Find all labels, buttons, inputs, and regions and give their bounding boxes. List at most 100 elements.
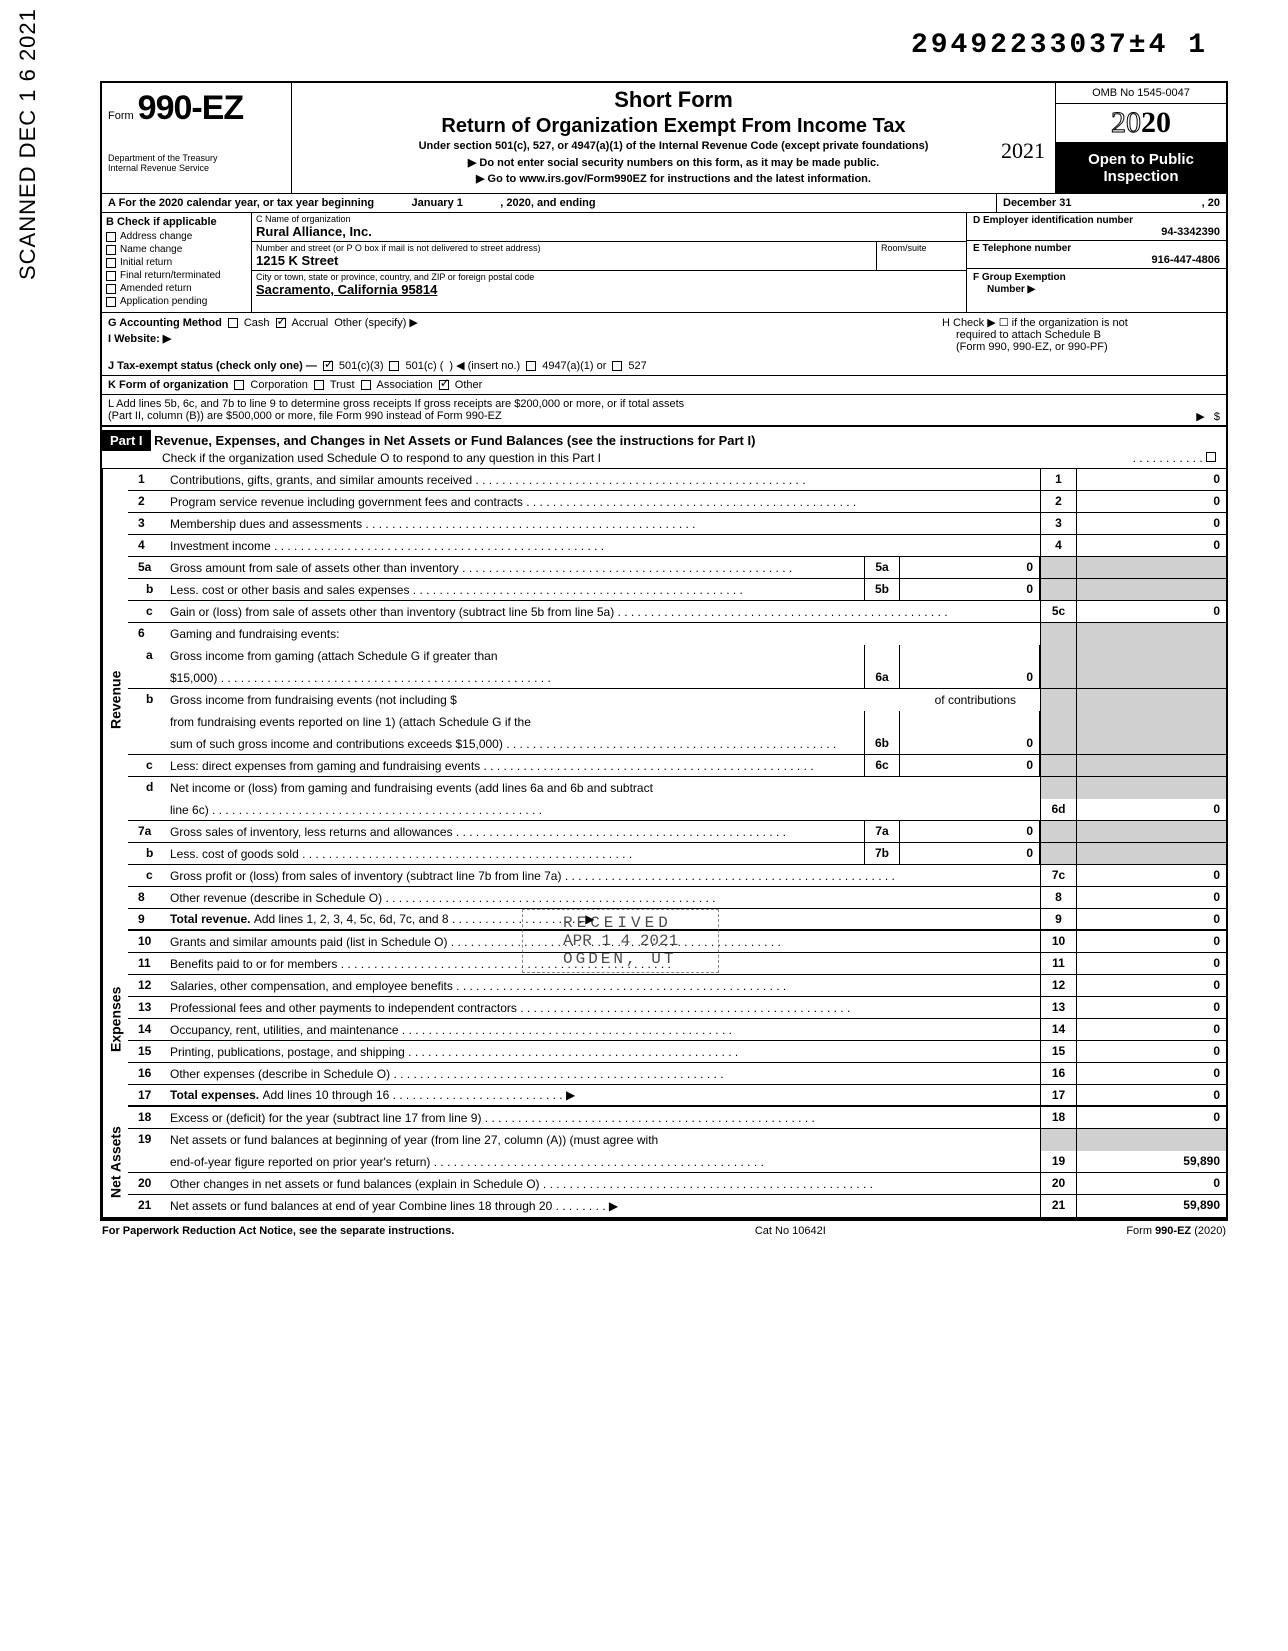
mn6b: [1040, 689, 1076, 711]
city-label: City or town, state or province, country…: [252, 271, 966, 282]
sn6a-s: [864, 645, 900, 667]
e-value: 916-447-4806: [973, 254, 1220, 266]
year-outline: 20: [1111, 106, 1141, 139]
form-header-mid: Short Form Return of Organization Exempt…: [292, 83, 1056, 193]
lbl-assoc: Association: [377, 379, 433, 391]
n4: 4: [128, 535, 166, 556]
mv6a2: [1076, 667, 1226, 688]
f-label2: Number ▶: [973, 284, 1035, 295]
sn6b: 6b: [864, 733, 900, 754]
d12: Salaries, other compensation, and employ…: [170, 979, 1036, 993]
chk-trust[interactable]: [314, 380, 324, 390]
mv8: 0: [1076, 887, 1226, 908]
mv7b: [1076, 843, 1226, 864]
mv5c: 0: [1076, 601, 1226, 622]
d15: Printing, publications, postage, and shi…: [170, 1045, 1036, 1059]
part1-subtitle: Check if the organization used Schedule …: [162, 451, 601, 465]
mv15: 0: [1076, 1041, 1226, 1062]
n5b: b: [128, 579, 166, 600]
mn3: 3: [1040, 513, 1076, 534]
lbl-corp: Corporation: [250, 379, 307, 391]
d11: Benefits paid to or for members: [170, 957, 1036, 971]
chk-initial[interactable]: [106, 258, 116, 268]
row-g: G Accounting Method Cash Accrual Other (…: [102, 313, 936, 356]
open-public-1: Open to Public: [1060, 151, 1222, 168]
mv11: 0: [1076, 953, 1226, 974]
mv4: 0: [1076, 535, 1226, 556]
mn16: 16: [1040, 1063, 1076, 1084]
mv2: 0: [1076, 491, 1226, 512]
under-section: Under section 501(c), 527, or 4947(a)(1)…: [300, 140, 1047, 152]
mv3: 0: [1076, 513, 1226, 534]
footer-right-year: (2020): [1191, 1225, 1226, 1237]
g-label: G Accounting Method: [108, 317, 222, 329]
d6b2: from fundraising events reported on line…: [170, 715, 531, 729]
footer-right-form: 990-EZ: [1155, 1225, 1191, 1237]
n15: 15: [128, 1041, 166, 1062]
d13: Professional fees and other payments to …: [170, 1001, 1036, 1015]
lbl-name: Name change: [120, 244, 182, 255]
mn21: 21: [1040, 1195, 1076, 1217]
street-value: 1215 K Street: [252, 253, 876, 270]
document-id: 29492233037±4 1: [100, 30, 1228, 61]
n13: 13: [128, 997, 166, 1018]
d21: Net assets or fund balances at end of ye…: [170, 1199, 1036, 1213]
n19: 19: [128, 1129, 166, 1151]
d1: Contributions, gifts, grants, and simila…: [170, 473, 1036, 487]
d7b: Less. cost of goods sold: [170, 847, 860, 861]
form-header-left: Form 990-EZ Department of the Treasury I…: [102, 83, 292, 193]
mv6b: [1076, 689, 1226, 711]
k-label: K Form of organization: [108, 379, 228, 391]
chk-amended[interactable]: [106, 284, 116, 294]
chk-527[interactable]: [612, 361, 622, 371]
d6a2: $15,000): [170, 671, 860, 685]
sv7a: 0: [900, 821, 1040, 842]
org-name: Rural Alliance, Inc.: [252, 224, 966, 241]
expenses-label: Expenses: [102, 931, 128, 1107]
mn6a: [1040, 645, 1076, 667]
chk-assoc[interactable]: [361, 380, 371, 390]
mv9: 0: [1076, 909, 1226, 929]
lbl-initial: Initial return: [120, 257, 172, 268]
d6b-tail: of contributions: [935, 693, 1036, 707]
chk-corp[interactable]: [234, 380, 244, 390]
n16: 16: [128, 1063, 166, 1084]
ssn-warning: ▶ Do not enter social security numbers o…: [300, 156, 1047, 169]
l-line1: L Add lines 5b, 6c, and 7b to line 9 to …: [108, 398, 1220, 410]
n3: 3: [128, 513, 166, 534]
mn2: 2: [1040, 491, 1076, 512]
chk-final[interactable]: [106, 271, 116, 281]
row-a: A For the 2020 calendar year, or tax yea…: [100, 193, 1228, 213]
d6: Gaming and fundraising events:: [170, 627, 339, 641]
d7a: Gross sales of inventory, less returns a…: [170, 825, 860, 839]
d10: Grants and similar amounts paid (list in…: [170, 935, 1036, 949]
sv6b-s: [900, 711, 1040, 733]
mn18: 18: [1040, 1107, 1076, 1128]
chk-501c[interactable]: [389, 361, 399, 371]
chk-cash[interactable]: [228, 318, 238, 328]
mn19: 19: [1040, 1151, 1076, 1172]
chk-address[interactable]: [106, 232, 116, 242]
chk-schedule-o[interactable]: [1206, 452, 1216, 462]
chk-4947[interactable]: [526, 361, 536, 371]
sv5b: 0: [900, 579, 1040, 600]
chk-other-org[interactable]: [439, 380, 449, 390]
part1-badge: Part I: [102, 430, 151, 451]
n7b: b: [128, 843, 166, 864]
mv6b2: [1076, 711, 1226, 733]
omb-number: OMB No 1545-0047: [1056, 83, 1226, 104]
chk-pending[interactable]: [106, 297, 116, 307]
d8: Other revenue (describe in Schedule O): [170, 891, 1036, 905]
chk-501c3[interactable]: [323, 361, 333, 371]
lbl-pending: Application pending: [120, 296, 207, 307]
n7a: 7a: [128, 821, 166, 842]
chk-accrual[interactable]: [276, 318, 286, 328]
d6a: Gross income from gaming (attach Schedul…: [170, 649, 498, 663]
mn19s: [1040, 1129, 1076, 1151]
l-line2: (Part II, column (B)) are $500,000 or mo…: [108, 410, 502, 422]
d3: Membership dues and assessments: [170, 517, 1036, 531]
d19b: end-of-year figure reported on prior yea…: [170, 1155, 1036, 1169]
sv6b: 0: [900, 733, 1040, 754]
mn6d-s: [1040, 777, 1076, 799]
chk-name[interactable]: [106, 245, 116, 255]
